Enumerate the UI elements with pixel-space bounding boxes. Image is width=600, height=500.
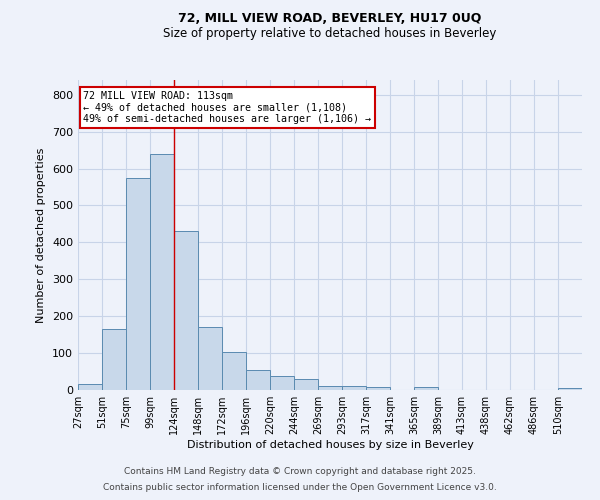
Text: Contains public sector information licensed under the Open Government Licence v3: Contains public sector information licen… [103,484,497,492]
Bar [270,376,294,390]
Bar [150,154,174,390]
Text: 72, MILL VIEW ROAD, BEVERLEY, HU17 0UQ: 72, MILL VIEW ROAD, BEVERLEY, HU17 0UQ [178,12,482,26]
Bar [198,328,222,390]
Bar [414,388,438,390]
Bar [78,384,102,390]
Text: Size of property relative to detached houses in Beverley: Size of property relative to detached ho… [163,28,497,40]
Bar [366,387,390,390]
Bar [174,232,198,390]
Bar [102,329,126,390]
Text: 72 MILL VIEW ROAD: 113sqm
← 49% of detached houses are smaller (1,108)
49% of se: 72 MILL VIEW ROAD: 113sqm ← 49% of detac… [83,91,371,124]
X-axis label: Distribution of detached houses by size in Beverley: Distribution of detached houses by size … [187,440,473,450]
Bar [558,388,582,390]
Y-axis label: Number of detached properties: Number of detached properties [37,148,46,322]
Text: Contains HM Land Registry data © Crown copyright and database right 2025.: Contains HM Land Registry data © Crown c… [124,467,476,476]
Bar [342,386,366,390]
Bar [222,352,246,390]
Bar [246,370,270,390]
Bar [126,178,150,390]
Bar [318,386,342,390]
Bar [294,379,318,390]
